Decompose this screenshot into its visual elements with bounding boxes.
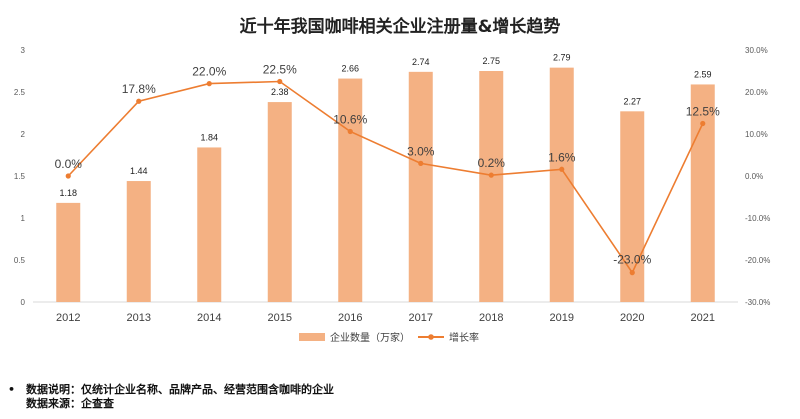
- right-axis-tick-label: -30.0%: [745, 298, 770, 307]
- legend-bar-label: 企业数量（万家）: [330, 331, 410, 344]
- growth-value-label: 0.0%: [55, 157, 83, 171]
- bar-value-label: 2.38: [271, 87, 289, 97]
- note-row: • 数据说明：仅统计企业名称、品牌产品、经营范围含咖啡的企业: [8, 383, 334, 397]
- bar: [56, 202, 81, 302]
- growth-point: [206, 81, 212, 87]
- growth-point: [136, 98, 142, 104]
- growth-value-label: 22.0%: [192, 65, 226, 79]
- left-axis: 0 0.5 1 1.5 2 2.5 3: [14, 46, 26, 307]
- bar-value-label: 2.27: [623, 96, 641, 106]
- legend-bar-swatch: [299, 333, 325, 341]
- growth-point: [559, 166, 565, 172]
- left-axis-tick-label: 0: [21, 298, 26, 307]
- growth-point: [629, 270, 635, 276]
- x-axis-tick-label: 2014: [197, 312, 221, 324]
- right-axis-tick-label: 0.0%: [745, 172, 763, 181]
- bar-value-label: 1.18: [59, 188, 77, 198]
- growth-value-label: 3.0%: [407, 144, 435, 158]
- x-axis-tick-label: 2016: [338, 312, 362, 324]
- x-axis-tick-label: 2019: [550, 312, 574, 324]
- growth-value-label: 0.2%: [478, 156, 506, 170]
- x-axis-ticks: 2012 2013 2014 2015 2016 2017 2018 2019 2020 2021: [56, 312, 715, 324]
- bar-series: 1.18 1.44 1.84 2.38 2.66 2.74 2.75 2.79 2.27 2.59: [56, 53, 715, 302]
- growth-point: [347, 128, 353, 135]
- data-description: 数据说明：仅统计企业名称、品牌产品、经营范围含咖啡的企业: [26, 383, 334, 396]
- growth-point: [700, 120, 706, 127]
- x-axis-tick-label: 2012: [56, 312, 80, 324]
- x-axis-tick-label: 2018: [479, 312, 503, 324]
- chart-title: 近十年我国咖啡相关企业注册量&增长趋势: [240, 16, 561, 37]
- line-series: 0.0% 17.8% 22.0% 22.5% 10.6% 3.0% 0.2% 1.6% -23.…: [55, 63, 720, 276]
- x-axis-tick-label: 2021: [691, 312, 715, 324]
- bar-value-label: 2.79: [553, 53, 571, 63]
- bar: [549, 67, 574, 302]
- growth-line: [67, 80, 704, 275]
- growth-point: [418, 160, 424, 166]
- right-axis-tick-label: -20.0%: [745, 256, 770, 265]
- growth-value-label: 1.6%: [548, 150, 576, 164]
- left-axis-tick-label: 2: [21, 130, 26, 139]
- left-axis-tick-label: 1: [21, 214, 26, 223]
- growth-point: [277, 78, 283, 85]
- right-axis-tick-label: -10.0%: [745, 214, 770, 223]
- growth-point: [65, 173, 71, 179]
- right-axis-tick-label: 20.0%: [745, 88, 768, 97]
- right-axis: -30.0% -20.0% -10.0% 0.0% 10.0% 20.0% 30.0%: [745, 46, 770, 307]
- bar: [479, 71, 504, 302]
- bar-value-label: 1.84: [200, 132, 218, 142]
- note-row: 数据来源：企查查: [8, 397, 334, 411]
- growth-point: [488, 172, 494, 178]
- bar-value-label: 2.75: [482, 56, 500, 66]
- growth-value-label: 22.5%: [263, 63, 297, 77]
- legend: 企业数量（万家） 增长率: [299, 331, 479, 344]
- bar-value-label: 2.66: [341, 64, 359, 74]
- right-axis-tick-label: 10.0%: [745, 130, 768, 139]
- bar: [197, 147, 222, 302]
- chart: 近十年我国咖啡相关企业注册量&增长趋势 0 0.5 1 1.5 2 2.5 3 -30.0%…: [14, 16, 770, 344]
- bullet: •: [8, 383, 16, 396]
- bar-value-label: 2.74: [412, 57, 430, 67]
- growth-value-label: -23.0%: [613, 253, 651, 267]
- bar: [690, 84, 715, 302]
- growth-value-label: 10.6%: [333, 112, 367, 126]
- left-axis-tick-label: 0.5: [14, 256, 26, 265]
- data-source: 数据来源：企查查: [26, 397, 114, 410]
- bar-value-label: 2.59: [694, 69, 712, 79]
- left-axis-tick-label: 1.5: [14, 172, 26, 181]
- left-axis-tick-label: 2.5: [14, 88, 26, 97]
- growth-value-label: 12.5%: [686, 105, 720, 119]
- growth-value-label: 17.8%: [122, 82, 156, 96]
- x-axis-tick-label: 2013: [127, 312, 151, 324]
- x-axis-tick-label: 2017: [409, 312, 433, 324]
- legend-line-label: 增长率: [449, 331, 479, 344]
- legend-line-marker: [428, 334, 434, 340]
- left-axis-tick-label: 3: [21, 46, 26, 55]
- bar-value-label: 1.44: [130, 166, 148, 176]
- bar: [126, 181, 151, 302]
- right-axis-tick-label: 30.0%: [745, 46, 768, 55]
- x-axis-tick-label: 2020: [620, 312, 644, 324]
- notes: • 数据说明：仅统计企业名称、品牌产品、经营范围含咖啡的企业 数据来源：企查查: [8, 383, 334, 411]
- bar: [267, 102, 292, 302]
- bar: [338, 78, 363, 302]
- bar: [408, 71, 433, 302]
- x-axis-tick-label: 2015: [268, 312, 292, 324]
